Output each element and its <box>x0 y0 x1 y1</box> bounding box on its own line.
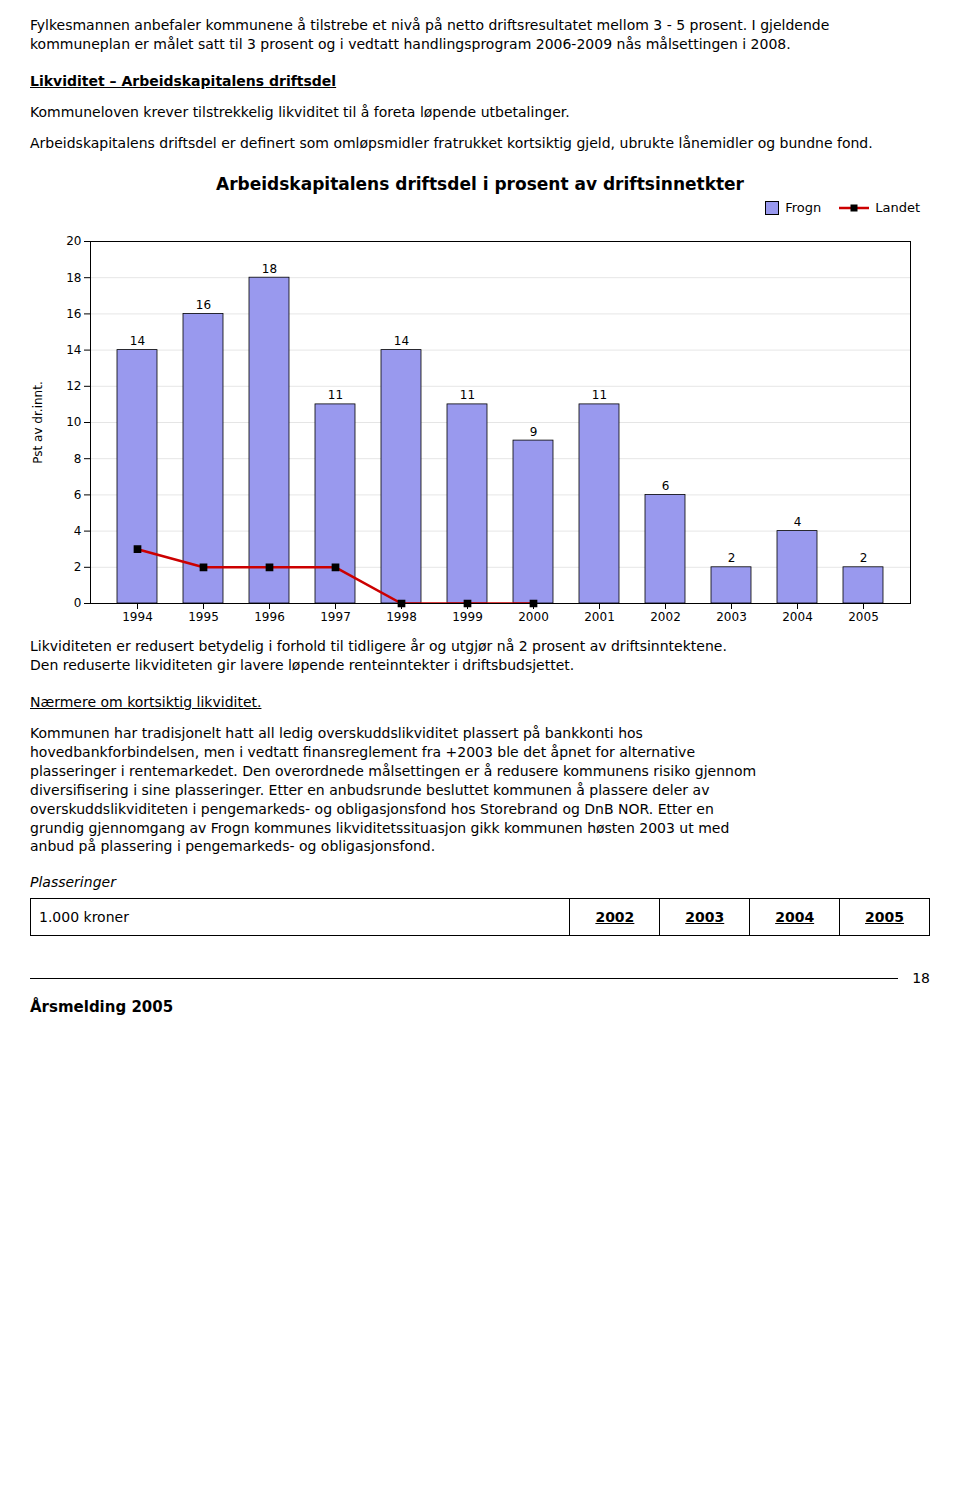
svg-text:0: 0 <box>74 597 82 611</box>
html-text:Frogn: Frogn <box>785 200 822 216</box>
svg-text:Pst av dr.innt.: Pst av dr.innt. <box>31 382 45 464</box>
svg-text:6: 6 <box>662 479 670 493</box>
svg-text:11: 11 <box>460 389 475 403</box>
svg-text:20: 20 <box>66 235 81 249</box>
html-text:Arbeidskapitalens driftsdel er: Arbeidskapitalens driftsdel er definert … <box>30 134 873 151</box>
html-text:Årsmelding 2005: Årsmelding 2005 <box>30 998 174 1017</box>
svg-text:1994: 1994 <box>122 610 153 624</box>
html-text:1.000 kroner: 1.000 kroner <box>39 909 129 926</box>
svg-text:14: 14 <box>66 343 81 357</box>
svg-text:12: 12 <box>66 380 81 394</box>
html-text:Plasseringer: Plasseringer <box>30 874 116 891</box>
svg-text:6: 6 <box>74 488 82 502</box>
svg-text:10: 10 <box>66 416 81 430</box>
html-text:2004: 2004 <box>775 909 815 926</box>
svg-text:14: 14 <box>130 335 145 349</box>
svg-text:8: 8 <box>74 452 82 466</box>
svg-text:11: 11 <box>592 389 607 403</box>
svg-text:2: 2 <box>74 561 82 575</box>
svg-text:2003: 2003 <box>716 610 747 624</box>
html-text:Kommunen har tradisjonelt hatt: Kommunen har tradisjonelt hatt all ledig… <box>30 725 757 855</box>
svg-text:2: 2 <box>860 552 868 566</box>
svg-text:1996: 1996 <box>254 610 285 624</box>
html-text:2005: 2005 <box>865 909 904 926</box>
svg-text:1999: 1999 <box>452 610 483 624</box>
svg-text:16: 16 <box>196 298 211 312</box>
svg-text:1998: 1998 <box>386 610 417 624</box>
svg-text:1997: 1997 <box>320 610 351 624</box>
svg-text:18: 18 <box>66 271 81 285</box>
html-text:2002: 2002 <box>595 909 635 926</box>
svg-text:16: 16 <box>66 307 81 321</box>
html-text:Kommuneloven krever tilstrekke: Kommuneloven krever tilstrekkelig likvid… <box>30 103 570 120</box>
html-text:Fylkesmannen anbefaler kommune: Fylkesmannen anbefaler kommunene å tilst… <box>30 17 830 52</box>
svg-text:1995: 1995 <box>188 610 219 624</box>
svg-text:9: 9 <box>530 425 538 439</box>
svg-text:2004: 2004 <box>782 610 813 624</box>
svg-text:2005: 2005 <box>848 610 879 624</box>
svg-text:4: 4 <box>74 524 82 538</box>
html-text:Likviditet – Arbeidskapitalens: Likviditet – Arbeidskapitalens driftsdel <box>30 72 337 89</box>
svg-text:4: 4 <box>794 516 802 530</box>
html-text:Landet: Landet <box>875 200 920 216</box>
svg-text:2: 2 <box>728 552 736 566</box>
svg-text:2000: 2000 <box>518 610 549 624</box>
svg-text:18: 18 <box>262 262 277 276</box>
html-text:2003: 2003 <box>685 909 725 926</box>
svg-text:11: 11 <box>328 389 343 403</box>
svg-text:2002: 2002 <box>650 610 681 624</box>
html-text:Arbeidskapitalens driftsdel i: Arbeidskapitalens driftsdel i prosent av… <box>216 174 744 195</box>
html-text:Likviditeten er redusert betyd: Likviditeten er redusert betydelig i for… <box>30 638 727 674</box>
svg-text:2001: 2001 <box>584 610 615 624</box>
html-text:Nærmere om kortsiktig likvidit: Nærmere om kortsiktig likviditet. <box>30 694 262 711</box>
svg-text:14: 14 <box>394 335 409 349</box>
html-text:18: 18 <box>912 970 930 987</box>
